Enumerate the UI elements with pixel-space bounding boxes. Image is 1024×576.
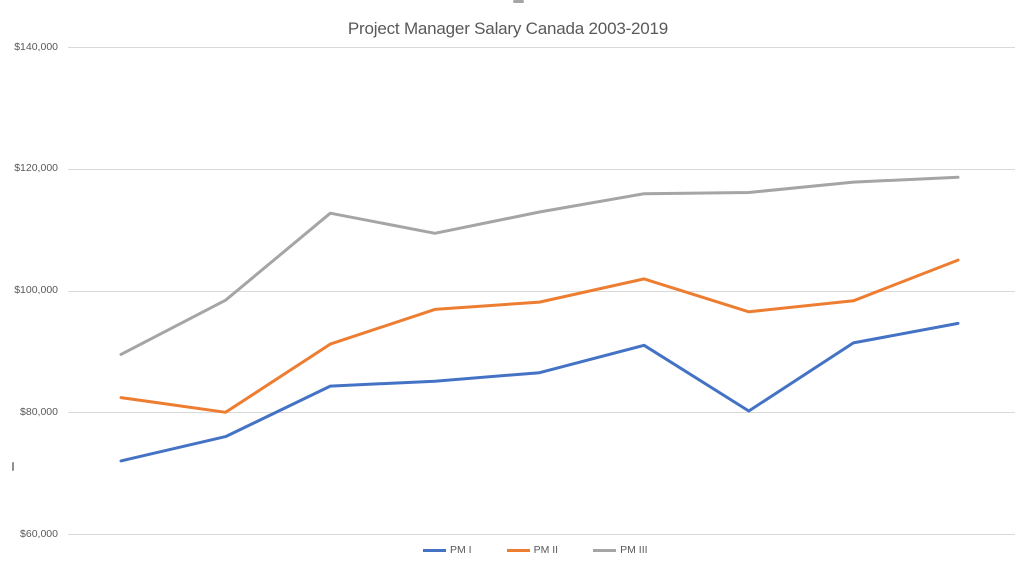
y-axis-tick-label: $100,000 [14, 284, 58, 296]
legend-item-pm-ii: PM II [506, 544, 559, 557]
series-line-pm-i [119, 321, 960, 463]
series-lines [119, 175, 960, 463]
legend-label: PM III [620, 544, 648, 556]
y-axis-tick-label: $140,000 [14, 40, 58, 53]
series-line-pm-ii [119, 258, 960, 414]
y-axis-tick-label: $120,000 [14, 162, 58, 175]
chart-title: Project Manager Salary Canada 2003-2019 [347, 19, 669, 38]
legend-swatch-icon [506, 549, 530, 552]
cropped-label-artifact-left [12, 462, 14, 471]
legend: PM I PM II PM III [423, 544, 648, 557]
y-axis-tick-label: $80,000 [20, 405, 58, 418]
legend-label: PM I [450, 544, 472, 556]
gridlines [68, 47, 1015, 535]
y-axis-tick-label: $60,000 [20, 527, 58, 540]
legend-swatch-icon [593, 549, 617, 552]
legend-item-pm-i: PM I [423, 544, 472, 557]
series-line-pm-iii [119, 175, 960, 356]
legend-swatch-icon [423, 549, 446, 552]
cropped-text-artifact-top [513, 0, 524, 3]
legend-label: PM II [533, 544, 559, 556]
legend-item-pm-iii: PM III [593, 544, 648, 557]
